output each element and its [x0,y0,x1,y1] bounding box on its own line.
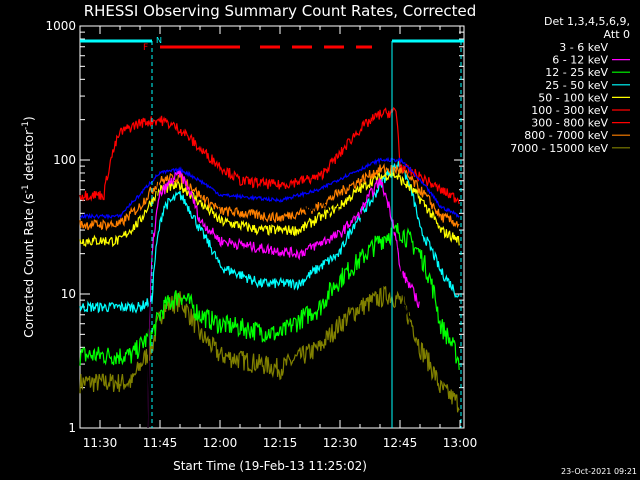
x-tick-label: 12:15 [263,436,298,450]
x-tick-label: 11:45 [143,436,178,450]
legend-label: 100 - 300 keV [531,104,608,117]
series-line-12-25-kev [79,223,460,370]
x-tick-label: 12:00 [203,436,238,450]
y-tick-label: 1 [68,421,76,435]
plot-frame [79,25,465,429]
y-axis-label-exponent-2: -1 [21,121,31,130]
flare-flag-label: F [143,43,148,53]
x-tick-label: 11:30 [83,436,118,450]
series-line-800-7000-kev [79,163,460,232]
legend-label: 800 - 7000 keV [524,129,608,142]
x-tick-label: 13:00 [443,436,478,450]
y-axis-label-main: Corrected Count Rate (s [22,193,36,337]
plot-area [79,25,465,429]
legend-label: 50 - 100 keV [538,91,608,104]
x-axis-label: Start Time (19-Feb-13 11:25:02) [173,459,367,473]
legend-label: 7000 - 15000 keV [510,142,608,155]
overlay-layer: FN [80,36,464,428]
timestamp-stamp: 23-Oct-2021 09:21 [561,467,637,476]
y-tick-label: 1000 [45,19,76,33]
series-line-100-300-kev [79,106,460,205]
legend-label: 12 - 25 keV [545,66,608,79]
series-line-7000-15000-kev [79,285,460,413]
series-line-50-100-kev [79,170,460,248]
y-tick-label: 100 [53,153,76,167]
legend-label: 6 - 12 keV [552,54,608,67]
legend-label: 3 - 6 keV [559,41,608,54]
chart-title: RHESSI Observing Summary Count Rates, Co… [84,2,477,20]
y-axis-label-middle: detector [22,130,36,185]
y-tick-label: 10 [61,287,76,301]
legend-label: 300 - 800 keV [531,117,608,130]
axis-ticks: 11:30 11:45 12:00 12:15 12:30 12:45 13:00 1 10 10… [45,19,477,450]
night-flag-label: N [156,36,162,45]
series-line-3-6-kev [147,155,420,429]
y-axis-label: Corrected Count Rate (s-1 detector-1) [21,116,36,337]
series-layer [79,106,460,429]
y-axis-label-exponent-1: -1 [21,184,31,193]
x-tick-label: 12:45 [383,436,418,450]
legend-header-line-2: Att 0 [604,28,630,41]
legend-header-line-1: Det 1,3,4,5,6,9, [544,15,630,28]
y-axis-label-end: ) [22,116,36,121]
legend-label: 25 - 50 keV [545,79,608,92]
series-line-6-12-kev [147,169,420,429]
series-line-blue [80,156,460,221]
x-tick-label: 12:30 [323,436,358,450]
